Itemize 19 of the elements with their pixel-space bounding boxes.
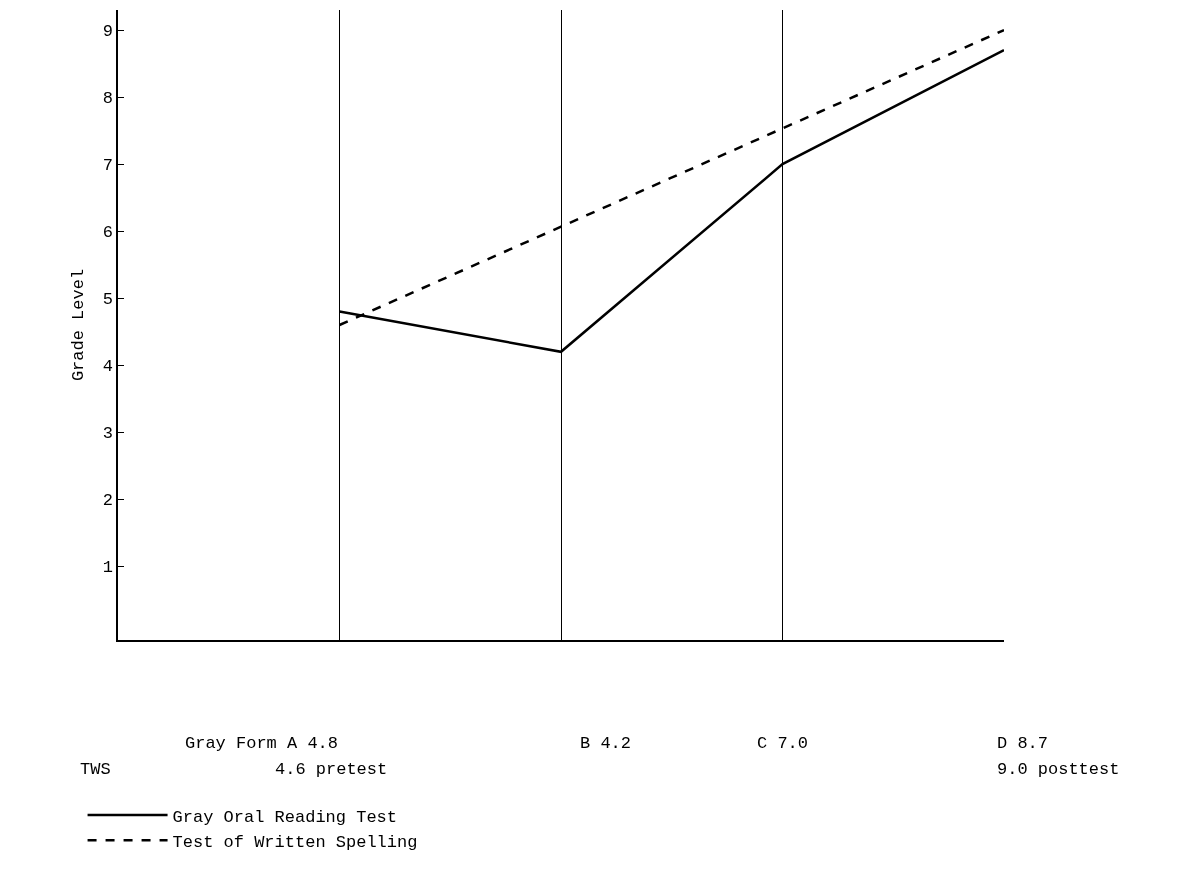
y-axis-title: Grade Level bbox=[68, 268, 88, 382]
y-tick-label: 7 bbox=[102, 156, 113, 176]
text: TWS bbox=[80, 760, 111, 779]
y-tick-label: 3 bbox=[102, 424, 113, 444]
text: D 8.7 bbox=[997, 734, 1049, 753]
y-tick-label: 6 bbox=[102, 223, 113, 243]
legend-label: Test of Written Spelling bbox=[172, 832, 418, 852]
y-tick-label: 4 bbox=[102, 357, 113, 377]
legend-label: Gray Oral Reading Test bbox=[172, 807, 397, 827]
y-tick-label: 1 bbox=[102, 558, 113, 578]
y-tick-label: 5 bbox=[102, 290, 113, 310]
text: B 4.2 bbox=[580, 734, 632, 753]
text: 9.0 posttest bbox=[997, 760, 1120, 779]
text: Gray Form A 4.8 bbox=[185, 734, 339, 753]
text: 4.6 pretest bbox=[275, 760, 388, 779]
y-tick-label: 9 bbox=[102, 22, 113, 42]
y-tick-label: 8 bbox=[102, 89, 113, 109]
text: C 7.0 bbox=[757, 734, 809, 753]
y-tick-label: 2 bbox=[102, 491, 113, 511]
